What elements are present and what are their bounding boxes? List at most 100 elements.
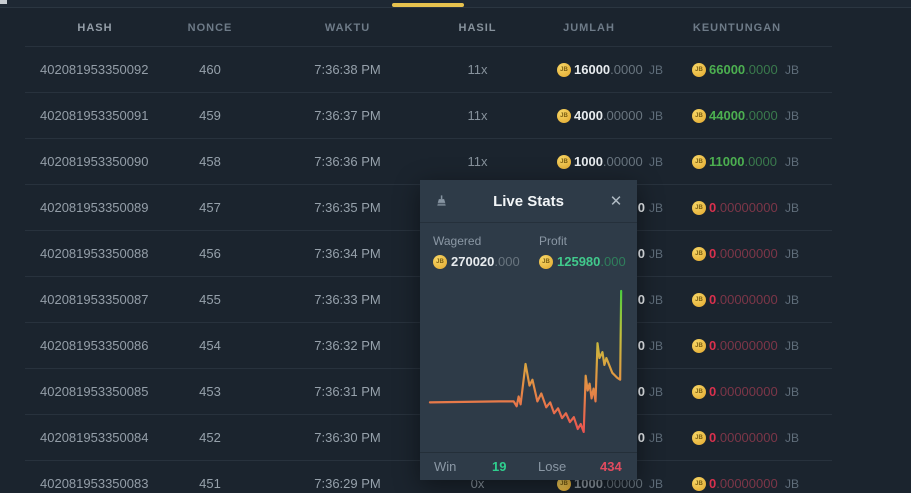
bet-time: 7:36:35 PM: [314, 200, 381, 215]
lose-label: Lose: [538, 459, 567, 474]
bet-nonce: 456: [199, 246, 221, 261]
currency-label: JB: [649, 292, 664, 307]
currency-label: JB: [649, 338, 664, 353]
table-row: 402081953350083 451 7:36:29 PM 0x JB 100…: [25, 461, 832, 493]
currency-label: JB: [785, 292, 800, 307]
bet-amount-cell: JB 0 JB: [515, 246, 663, 261]
amount-integer: 0: [637, 384, 645, 399]
column-header-nonce: NONCE: [187, 21, 233, 34]
currency-label: JB: [649, 200, 664, 215]
column-header-waktu: WAKTU: [324, 21, 371, 34]
bet-nonce: 452: [199, 430, 221, 445]
column-header-hasil: HASIL: [458, 21, 497, 34]
currency-label: JB: [785, 108, 800, 123]
coin-icon: JB: [692, 108, 707, 123]
profit-decimals: .0000: [745, 108, 778, 123]
profit-integer: 0: [709, 476, 717, 491]
coin-icon: JB: [433, 254, 447, 269]
table-header-row: HASH NONCE WAKTU HASIL JUMLAH KEUNTUNGAN: [25, 9, 832, 47]
bet-amount-cell: JB 1000.00000 JB: [515, 154, 663, 169]
currency-label: JB: [649, 430, 664, 445]
bet-profit-cell: JB 0.00000000 JB: [663, 430, 811, 445]
profit-integer: 0: [709, 338, 717, 353]
profit-decimals: .00000000: [716, 430, 778, 445]
wagered-stat: Wagered JB 270020.000: [433, 234, 539, 269]
bet-time: 7:36:29 PM: [314, 476, 381, 491]
coin-icon: JB: [692, 384, 707, 399]
tab-bar-bottom-strip: [0, 0, 911, 8]
bet-nonce: 458: [199, 154, 221, 169]
win-lose-bar: Win 19 Lose 434: [420, 452, 637, 480]
currency-label: JB: [785, 338, 800, 353]
currency-label: JB: [785, 430, 800, 445]
coin-icon: JB: [557, 108, 571, 123]
live-stats-summary: Wagered JB 270020.000 Profit JB 125980.0…: [420, 223, 637, 273]
bet-time: 7:36:36 PM: [314, 154, 381, 169]
currency-label: JB: [785, 476, 800, 491]
bet-nonce: 451: [199, 476, 221, 491]
amount-decimals: .0000: [610, 62, 643, 77]
bet-time: 7:36:38 PM: [314, 62, 381, 77]
bet-nonce: 454: [199, 338, 221, 353]
profit-integer: 0: [709, 246, 717, 261]
profit-decimals: .0000: [744, 154, 777, 169]
bet-hash: 402081953350088: [40, 246, 149, 261]
coin-icon: JB: [692, 200, 707, 215]
bet-nonce: 455: [199, 292, 221, 307]
bet-hash: 402081953350087: [40, 292, 149, 307]
currency-label: JB: [649, 154, 664, 169]
currency-label: JB: [785, 246, 800, 261]
profit-chart: [420, 273, 637, 452]
coin-icon: JB: [692, 246, 707, 261]
bet-nonce: 459: [199, 108, 221, 123]
bet-time: 7:36:31 PM: [314, 384, 381, 399]
profit-integer: 0: [709, 384, 717, 399]
bet-amount-cell: JB 0 JB: [515, 292, 663, 307]
coin-icon: JB: [692, 338, 707, 353]
amount-integer: 0: [637, 246, 645, 261]
close-icon[interactable]: ✕: [609, 193, 623, 210]
bet-profit-cell: JB 66000.0000 JB: [663, 62, 811, 77]
bet-hash: 402081953350084: [40, 430, 149, 445]
amount-decimals: .00000: [602, 154, 643, 169]
bet-result: 11x: [467, 62, 488, 77]
amount-integer: 16000: [574, 62, 611, 77]
profit-integer: 125980: [557, 254, 601, 269]
profit-decimals: .00000000: [716, 246, 778, 261]
coin-icon: JB: [692, 62, 707, 77]
coin-icon: JB: [692, 476, 707, 491]
bet-result: 11x: [467, 154, 488, 169]
amount-integer: 4000: [574, 108, 603, 123]
win-label: Win: [434, 459, 457, 474]
profit-decimals: .00000000: [716, 384, 778, 399]
profit-integer: 0: [709, 292, 717, 307]
bet-hash: 402081953350086: [40, 338, 149, 353]
coin-icon: JB: [692, 292, 707, 307]
profit-integer: 11000: [709, 154, 745, 169]
bet-profit-cell: JB 0.00000000 JB: [663, 338, 811, 353]
bet-amount-cell: JB 0 JB: [515, 338, 663, 353]
bet-time: 7:36:32 PM: [314, 338, 381, 353]
bet-profit-cell: JB 44000.0000 JB: [663, 108, 811, 123]
currency-label: JB: [649, 62, 664, 77]
clear-stats-broom-icon[interactable]: [432, 192, 450, 210]
currency-label: JB: [649, 476, 664, 491]
coin-icon: JB: [692, 430, 707, 445]
bet-nonce: 460: [199, 62, 221, 77]
amount-decimals: .00000: [602, 108, 643, 123]
bet-time: 7:36:34 PM: [314, 246, 381, 261]
currency-label: JB: [785, 154, 800, 169]
table-row: 402081953350090 458 7:36:36 PM 11x JB 10…: [25, 139, 832, 185]
bet-time: 7:36:30 PM: [314, 430, 381, 445]
column-header-jumlah: JUMLAH: [563, 21, 615, 34]
bet-amount-cell: JB 4000.00000 JB: [515, 108, 663, 123]
bet-hash: 402081953350085: [40, 384, 149, 399]
profit-integer: 44000: [709, 108, 746, 123]
profit-stat: Profit JB 125980.000: [539, 234, 645, 269]
coin-icon: JB: [557, 62, 571, 77]
amount-integer: 0: [637, 200, 645, 215]
profit-decimals: .00000000: [716, 292, 778, 307]
table-row: 402081953350091 459 7:36:37 PM 11x JB 40…: [25, 93, 832, 139]
currency-label: JB: [649, 384, 664, 399]
lose-count: 434: [600, 459, 622, 474]
